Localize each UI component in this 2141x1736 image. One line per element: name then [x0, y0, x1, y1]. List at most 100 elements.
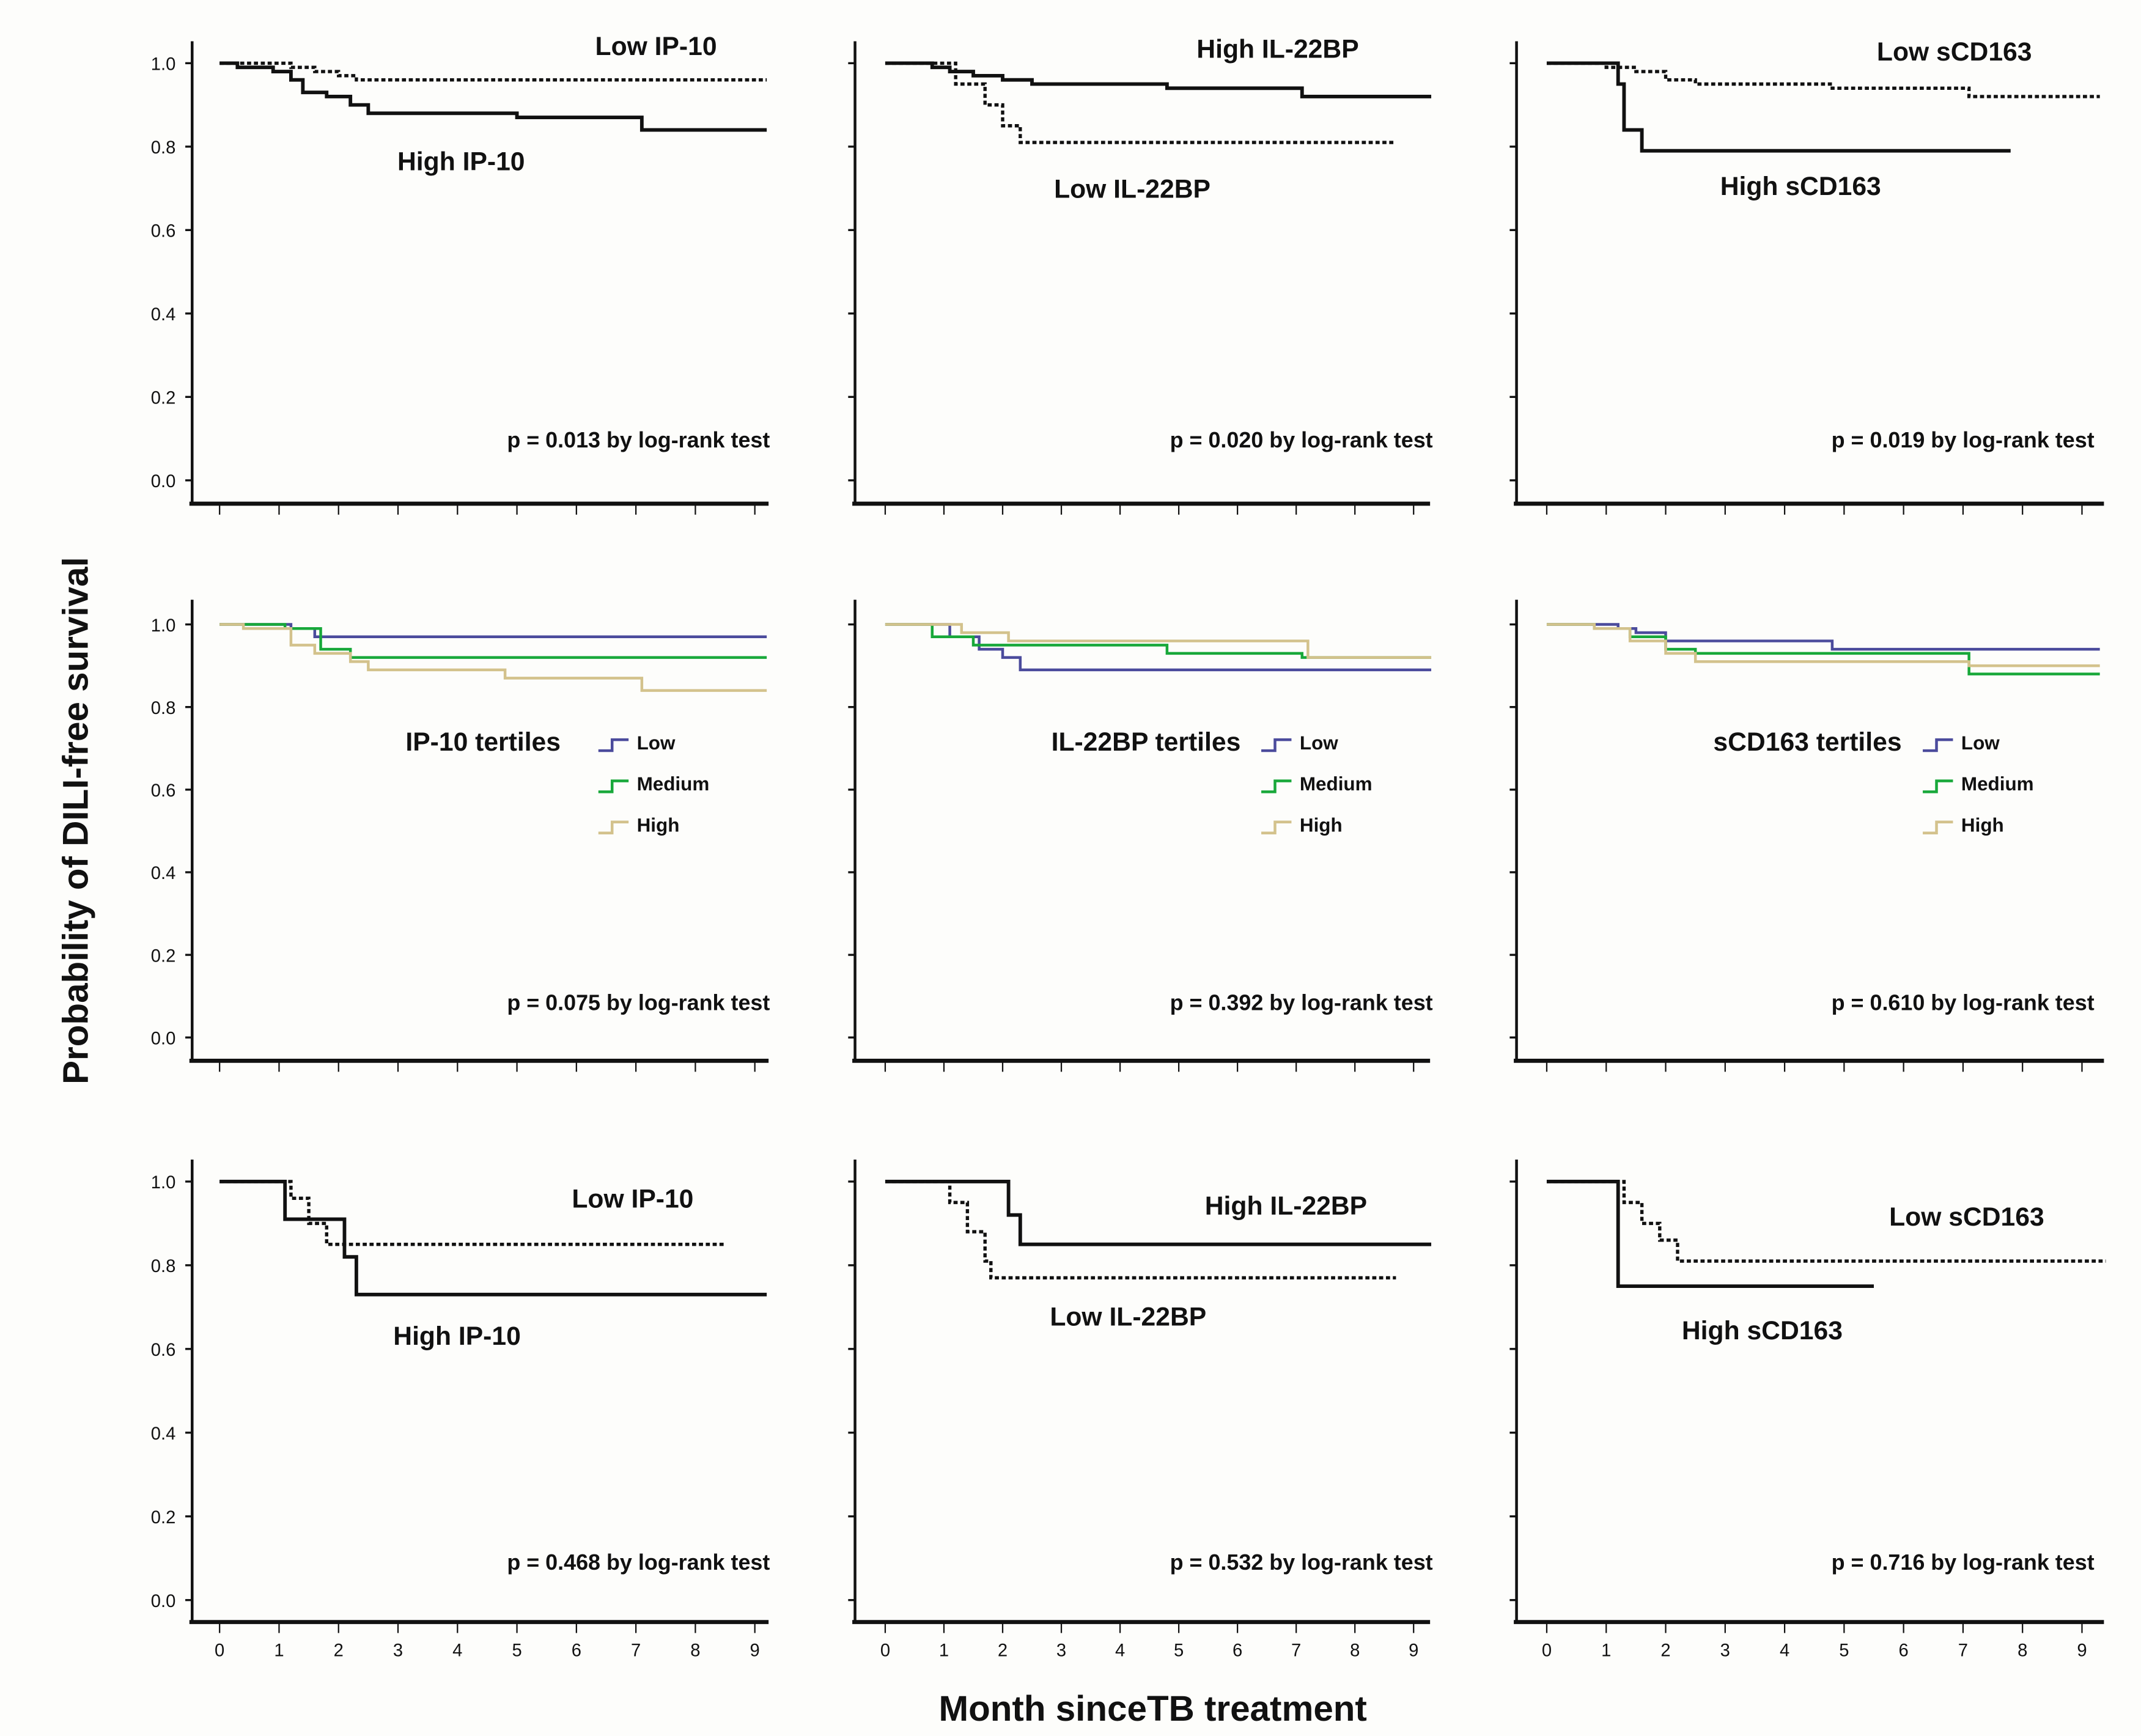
p-value-label: p = 0.020 by log-rank test [1170, 427, 1433, 452]
panel-9: 0 1 2 3 4 5 6 7 8 9 Low sCD163 High sCD163 p = 0.716… [1509, 1160, 2106, 1661]
y-tick-label: 0.8 [151, 699, 176, 718]
x-tick-label: 4 [1115, 1641, 1125, 1661]
legend-title: sCD163 tertiles [1713, 727, 1901, 757]
panel-7: 0.0 0.2 0.4 0.6 0.8 1.0 0 1 2 3 4 5 6 7 8 9 Low IP-10 Hig… [151, 1160, 770, 1661]
km-curve-medium [219, 623, 767, 659]
x-tick-label: 9 [2077, 1641, 2087, 1661]
x-tick-label: 9 [750, 1641, 760, 1661]
p-value-label: p = 0.468 by log-rank test [507, 1550, 770, 1575]
km-curve-low-il-22bp [885, 61, 1396, 144]
x-tick-label: 1 [939, 1641, 949, 1661]
p-value-label: p = 0.716 by log-rank test [1832, 1550, 2095, 1575]
x-tick-label: 4 [452, 1641, 462, 1661]
p-value-label: p = 0.392 by log-rank test [1170, 990, 1433, 1015]
x-tick-label: 3 [1720, 1641, 1730, 1661]
km-curve-low-scd163 [1546, 61, 2100, 98]
x-tick-label: 0 [215, 1641, 224, 1661]
km-curve-high-ip-10 [219, 61, 767, 132]
legend-item: High [637, 815, 680, 836]
legend-item: Low [637, 732, 676, 754]
series-label: Low IL-22BP [1054, 174, 1211, 204]
x-tick-label: 6 [572, 1641, 581, 1661]
series-label: Low sCD163 [1877, 37, 2032, 67]
x-tick-label: 7 [1958, 1641, 1968, 1661]
km-curve-high-scd163 [1546, 61, 2011, 153]
x-tick-label: 5 [1174, 1641, 1184, 1661]
p-value-label: p = 0.610 by log-rank test [1832, 990, 2095, 1015]
x-axis-title: Month sinceTB treatment [939, 1689, 1367, 1729]
y-tick-label: 0.6 [151, 1341, 176, 1360]
legend-swatch [1923, 738, 1953, 752]
x-tick-label: 8 [690, 1641, 700, 1661]
series-label: High IL-22BP [1196, 34, 1358, 64]
x-tick-label: 9 [1409, 1641, 1418, 1661]
x-tick-label: 2 [334, 1641, 344, 1661]
panel-3: Low sCD163 High sCD163 p = 0.019 by log-ra… [1509, 37, 2104, 515]
series-label: Low IP-10 [595, 32, 717, 61]
x-tick-label: 1 [1601, 1641, 1611, 1661]
km-curve-high-scd163 [1546, 1180, 1874, 1289]
y-tick-label: 1.0 [151, 55, 176, 75]
legend-item: Medium [1961, 773, 2034, 795]
legend-swatch [1261, 779, 1292, 793]
panel-4: 0.0 0.2 0.4 0.6 0.8 1.0 IP-10 tertiles Low Mediu… [151, 600, 770, 1072]
legend-item: High [1300, 815, 1343, 836]
x-tick-label: 4 [1780, 1641, 1789, 1661]
km-curve-low-scd163 [1546, 1180, 2106, 1263]
y-tick-label: 0.2 [151, 389, 176, 408]
x-tick-label: 8 [1350, 1641, 1360, 1661]
km-curve-low [885, 623, 1432, 672]
series-label: Low IP-10 [572, 1185, 693, 1214]
legend-title: IL-22BP tertiles [1052, 727, 1241, 757]
legend-item: Medium [1300, 773, 1373, 795]
series-label: High IP-10 [397, 147, 525, 176]
km-curve-low [1546, 623, 2100, 651]
km-curve-high-ip-10 [219, 1180, 767, 1296]
legend-swatch [598, 779, 629, 793]
x-tick-label: 1 [274, 1641, 284, 1661]
series-label: Low sCD163 [1889, 1202, 2044, 1232]
y-tick-label: 0.4 [151, 1424, 176, 1444]
series-label: High IL-22BP [1205, 1191, 1367, 1221]
y-tick-label: 0.2 [151, 946, 176, 966]
panel-5: IL-22BP tertiles Low Medium High p = 0.392 b… [848, 600, 1433, 1072]
km-curve-low-ip-10 [219, 61, 767, 82]
y-tick-label: 0.6 [151, 781, 176, 801]
series-label: High IP-10 [393, 1322, 521, 1351]
y-tick-label: 0.4 [151, 305, 176, 325]
y-tick-label: 0.0 [151, 472, 176, 491]
p-value-label: p = 0.019 by log-rank test [1832, 427, 2095, 452]
km-curve-medium [885, 623, 1432, 659]
y-tick-label: 1.0 [151, 1173, 176, 1193]
series-label: High sCD163 [1720, 172, 1881, 201]
km-curve-high-il-22bp [885, 61, 1432, 98]
x-tick-label: 7 [1291, 1641, 1301, 1661]
legend-item: High [1961, 815, 2004, 836]
x-tick-label: 8 [2018, 1641, 2027, 1661]
panel-8: 0 1 2 3 4 5 6 7 8 9 High IL-22BP Low IL-22BP p = 0.5… [848, 1160, 1433, 1661]
panel-1: 0.0 0.2 0.4 0.6 0.8 1.0 Low IP-10 High IP-10 p =… [151, 32, 770, 515]
legend-swatch [598, 820, 629, 835]
y-tick-label: 0.8 [151, 138, 176, 158]
series-label: High sCD163 [1682, 1316, 1843, 1345]
panel-2: High IL-22BP Low IL-22BP p = 0.020 by log-… [848, 34, 1433, 515]
km-curve-low-ip-10 [219, 1180, 726, 1246]
km-curve-high-il-22bp [885, 1180, 1432, 1246]
y-tick-label: 1.0 [151, 616, 176, 636]
p-value-label: p = 0.075 by log-rank test [507, 990, 770, 1015]
km-curve-low-il-22bp [885, 1180, 1396, 1280]
legend-item: Medium [637, 773, 710, 795]
y-tick-label: 0.0 [151, 1029, 176, 1048]
y-axis-title: Probability of DILI-free survival [56, 557, 96, 1084]
legend-swatch [598, 738, 629, 752]
x-tick-label: 2 [998, 1641, 1008, 1661]
y-tick-label: 0.4 [151, 864, 176, 883]
x-tick-label: 5 [1839, 1641, 1849, 1661]
legend-swatch [1261, 820, 1292, 835]
x-tick-label: 3 [393, 1641, 403, 1661]
x-tick-label: 7 [631, 1641, 641, 1661]
panel-6: sCD163 tertiles Low Medium High p = 0.610 by… [1509, 600, 2104, 1072]
x-tick-label: 5 [512, 1641, 521, 1661]
x-tick-label: 6 [1233, 1641, 1242, 1661]
km-curve-low [219, 623, 767, 639]
